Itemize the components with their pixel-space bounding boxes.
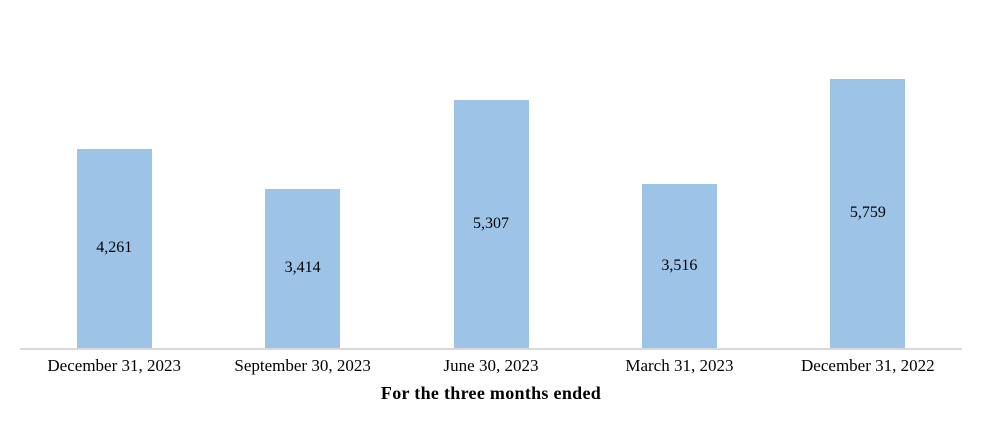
x-axis-tick-label: December 31, 2022 xyxy=(801,356,935,375)
bar-value-label: 3,414 xyxy=(284,259,321,277)
x-axis-title: For the three months ended xyxy=(380,383,602,403)
x-axis-tick-label: March 31, 2023 xyxy=(625,356,734,375)
bar-5: 5,759 xyxy=(830,78,906,348)
x-axis-tick-label: December 31, 2023 xyxy=(47,356,181,375)
bar-slot: 5,307 xyxy=(397,21,585,348)
bar-value-label: 5,759 xyxy=(849,204,886,222)
bar-4: 3,516 xyxy=(641,183,717,348)
bar-3: 5,307 xyxy=(453,100,529,348)
bar-value-label: 5,307 xyxy=(473,215,510,233)
bar-slot: 4,261 xyxy=(20,21,208,348)
x-axis-labels: December 31, 2023 September 30, 2023 June … xyxy=(20,356,962,376)
bar-1: 4,261 xyxy=(76,148,152,348)
bar-value-label: 3,516 xyxy=(661,256,698,274)
bar-slot: 5,759 xyxy=(774,21,962,348)
bar-value-label: 4,261 xyxy=(96,239,133,257)
bar-2: 3,414 xyxy=(265,188,341,348)
bar-slot: 3,516 xyxy=(585,21,773,348)
x-axis-tick-label: September 30, 2023 xyxy=(234,356,371,375)
x-axis-tick-label: June 30, 2023 xyxy=(443,356,539,375)
plot-area: 4,261 3,414 5,307 3,516 5,759 xyxy=(20,21,962,350)
bar-slot: 3,414 xyxy=(208,21,396,348)
